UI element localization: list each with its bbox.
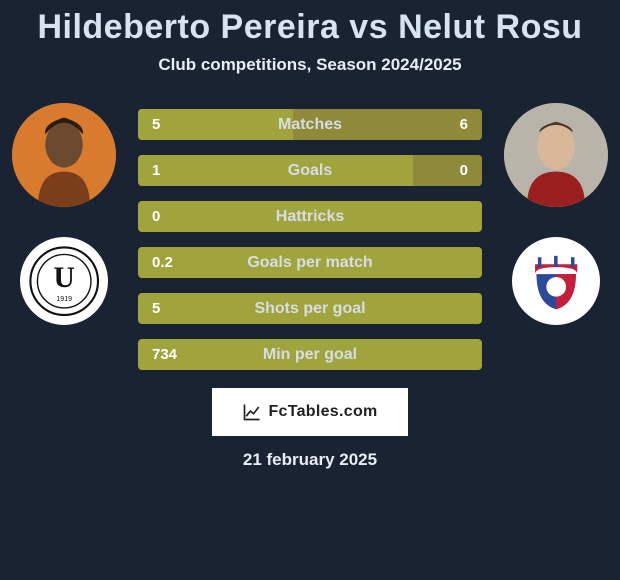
stat-bar: 0Hattricks (138, 201, 482, 232)
stat-bar: 56Matches (138, 109, 482, 140)
stat-label: Goals (288, 162, 332, 180)
right-player-avatar (504, 103, 608, 207)
chart-icon (242, 402, 262, 422)
club-badge-icon (521, 246, 591, 316)
date-line: 21 february 2025 (0, 450, 620, 470)
left-player-column: U 1919 (8, 103, 120, 325)
infographic-card: Hildeberto Pereira vs Nelut Rosu Club co… (0, 0, 620, 470)
club-badge-icon: U 1919 (29, 246, 99, 316)
stat-bar: 5Shots per goal (138, 293, 482, 324)
page-title: Hildeberto Pereira vs Nelut Rosu (0, 8, 620, 47)
stat-label: Matches (278, 116, 342, 134)
person-icon (12, 103, 116, 207)
person-icon (504, 103, 608, 207)
brand-text: FcTables.com (268, 403, 377, 421)
subtitle: Club competitions, Season 2024/2025 (0, 55, 620, 75)
svg-text:1919: 1919 (56, 296, 72, 303)
right-player-column (500, 103, 612, 325)
stat-label: Hattricks (276, 208, 344, 226)
brand-badge: FcTables.com (212, 388, 408, 436)
right-club-logo (512, 237, 600, 325)
stat-bar: 10 Goals (138, 155, 482, 186)
stat-left-value: 5 (138, 109, 293, 140)
main-row: U 1919 56Matches 10 Goals 0Hattricks 0.2Goal… (0, 103, 620, 370)
svg-text:U: U (53, 262, 74, 294)
stat-label: Goals per match (247, 254, 372, 272)
stat-label: Min per goal (263, 346, 357, 364)
stat-bar: 0.2Goals per match (138, 247, 482, 278)
stat-label: Shots per goal (254, 300, 365, 318)
stat-left-value: 1 (138, 155, 413, 186)
left-player-avatar (12, 103, 116, 207)
stat-right-value: 0 (413, 155, 482, 186)
stat-bar: 734Min per goal (138, 339, 482, 370)
left-club-logo: U 1919 (20, 237, 108, 325)
stat-bars: 56Matches 10 Goals 0Hattricks 0.2Goals per m… (120, 103, 500, 370)
